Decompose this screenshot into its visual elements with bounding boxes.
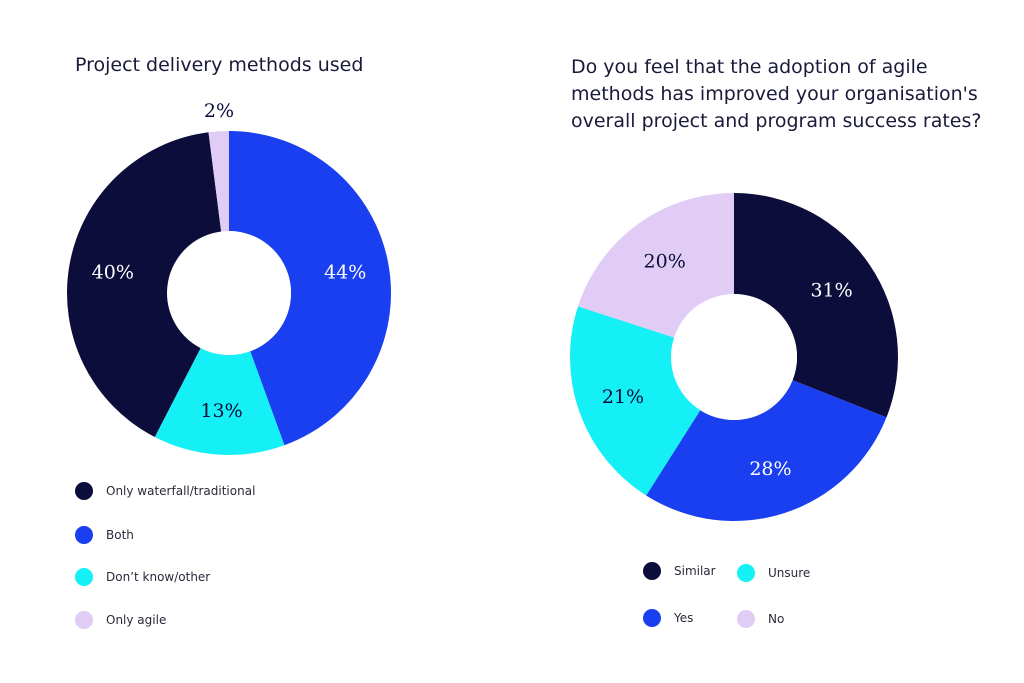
chart-title: Do you feel that the adoption of agile m… bbox=[571, 56, 982, 132]
legend-label: Only waterfall/traditional bbox=[106, 484, 256, 498]
legend-label: Only agile bbox=[106, 613, 167, 627]
legend-item-both: Both bbox=[75, 526, 134, 544]
donut-hole bbox=[167, 231, 291, 355]
legend-swatch bbox=[75, 568, 93, 586]
data-label-similar: 31% bbox=[810, 280, 852, 302]
data-label-no: 20% bbox=[644, 251, 686, 273]
slice-don-t-know-other bbox=[154, 348, 285, 455]
legend-swatch bbox=[75, 611, 93, 629]
data-label-unsure: 21% bbox=[602, 386, 644, 408]
legend-item-only-agile: Only agile bbox=[75, 611, 166, 629]
legend-item-no: No bbox=[737, 610, 784, 628]
legend-item-similar: Similar bbox=[643, 562, 716, 580]
slice-yes bbox=[646, 380, 887, 521]
legend-swatch bbox=[737, 610, 755, 628]
slice-no bbox=[578, 193, 734, 338]
legend-label: Yes bbox=[674, 611, 694, 625]
legend-item-unsure: Unsure bbox=[737, 564, 810, 582]
slice-only-agile bbox=[208, 131, 229, 232]
legend-label: No bbox=[768, 612, 785, 626]
legend-item-don-t-know-other: Don’t know/other bbox=[75, 568, 210, 586]
data-label-only-waterfall-traditional: 40% bbox=[92, 262, 134, 284]
legend-swatch bbox=[643, 609, 661, 627]
legend-label: Unsure bbox=[768, 566, 811, 580]
donut-hole bbox=[671, 294, 797, 420]
donut-chart: 31% 28% 21% 20% bbox=[570, 193, 898, 521]
delivery-methods-chart: Project delivery methods used 44% 13% 40% 2… bbox=[67, 54, 392, 629]
data-label-only-agile: 2% bbox=[204, 100, 234, 122]
chart-title: Project delivery methods used bbox=[75, 54, 364, 76]
legend-item-yes: Yes bbox=[643, 609, 693, 627]
slice-both bbox=[229, 131, 392, 446]
slice-similar bbox=[734, 193, 898, 418]
legend-label: Don’t know/other bbox=[106, 570, 211, 584]
data-label-yes: 28% bbox=[749, 458, 791, 480]
legend-swatch bbox=[75, 482, 93, 500]
legend-label: Both bbox=[106, 528, 134, 542]
slice-only-waterfall-traditional bbox=[67, 132, 222, 437]
data-label-don-t-know-other: 13% bbox=[200, 400, 242, 422]
legend-label: Similar bbox=[674, 564, 716, 578]
legend-swatch bbox=[643, 562, 661, 580]
slice-unsure bbox=[570, 306, 701, 496]
data-label-both: 44% bbox=[324, 262, 366, 284]
legend-item-only-waterfall-traditional: Only waterfall/traditional bbox=[75, 482, 255, 500]
agile-success-chart: Do you feel that the adoption of agile m… bbox=[512, 0, 1024, 683]
legend-swatch bbox=[737, 564, 755, 582]
donut-chart: 44% 13% 40% 2% bbox=[67, 100, 392, 455]
legend-swatch bbox=[75, 526, 93, 544]
